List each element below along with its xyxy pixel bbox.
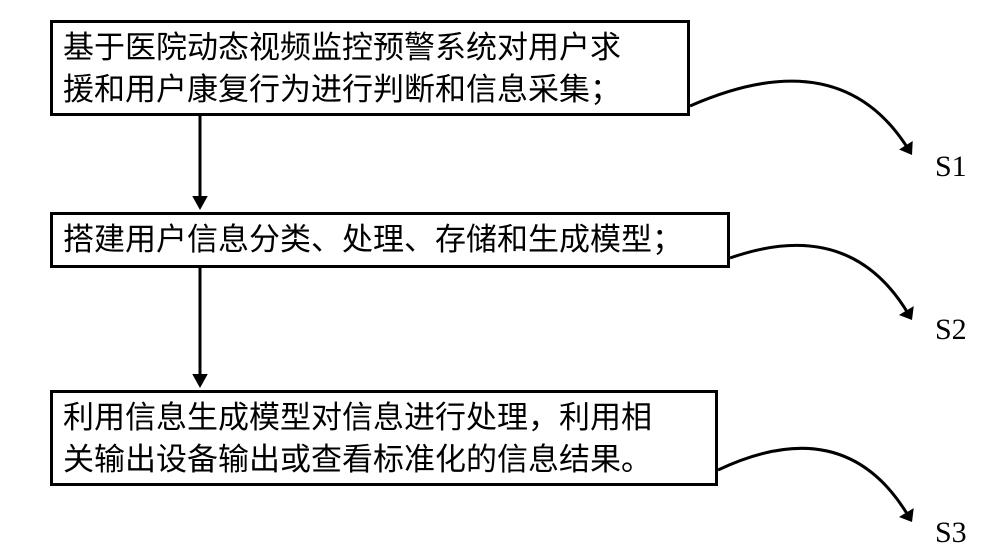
leader-curve-s2 [710, 196, 932, 340]
step-box-s1: 基于医院动态视频监控预警系统对用户求 援和用户康复行为进行判断和信息采集； [50, 20, 690, 116]
step-label-s2: S2 [935, 313, 967, 347]
step-text-s2: 搭建用户信息分类、处理、存储和生成模型； [63, 219, 683, 261]
step-box-s3: 利用信息生成模型对信息进行处理，利用相 关输出设备输出或查看标准化的信息结果。 [50, 390, 718, 486]
arrow-s2-to-s3 [180, 268, 220, 392]
step-label-s3: S3 [935, 516, 967, 550]
leader-curve-s1 [670, 20, 932, 175]
step-text-s1: 基于医院动态视频监控预警系统对用户求 援和用户康复行为进行判断和信息采集； [63, 27, 621, 111]
step-box-s2: 搭建用户信息分类、处理、存储和生成模型； [50, 212, 730, 268]
flowchart-canvas: 基于医院动态视频监控预警系统对用户求 援和用户康复行为进行判断和信息采集； 搭建… [0, 0, 1000, 557]
step-text-s3: 利用信息生成模型对信息进行处理，利用相 关输出设备输出或查看标准化的信息结果。 [63, 397, 652, 481]
arrow-s1-to-s2 [180, 116, 220, 214]
leader-curve-s3 [698, 390, 932, 542]
step-label-s1: S1 [935, 150, 967, 184]
